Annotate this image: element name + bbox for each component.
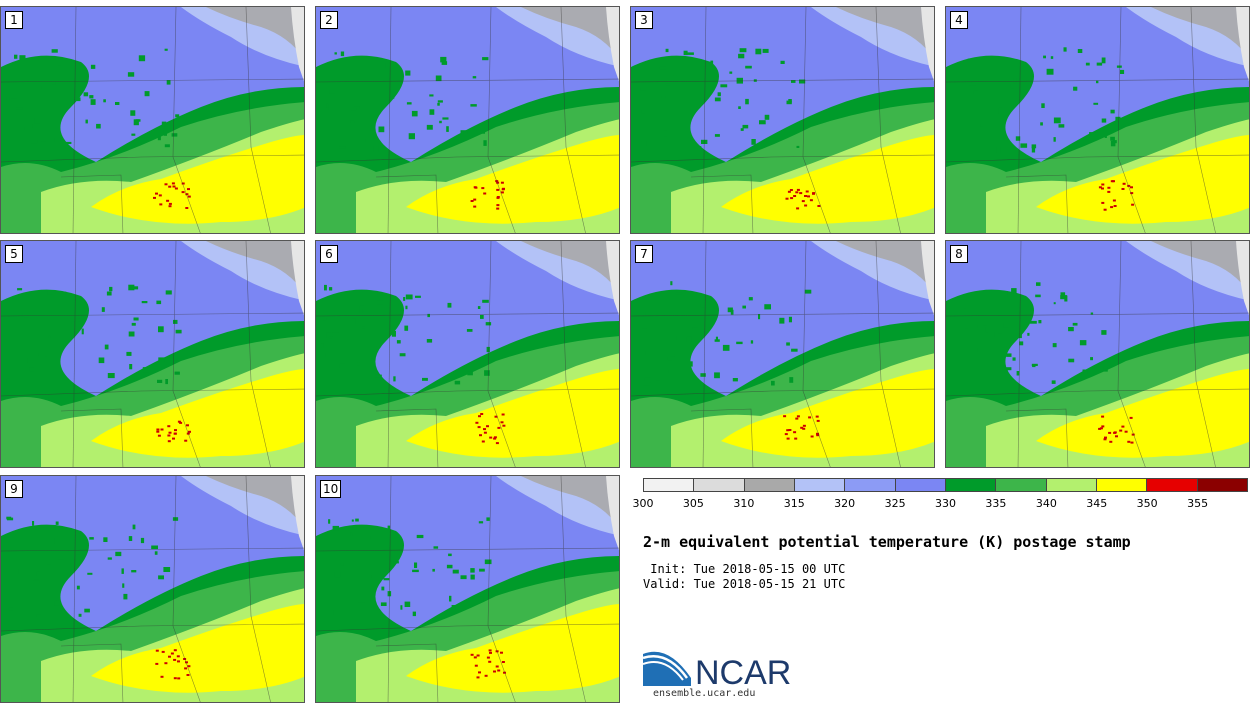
member-number-label: 2 [320, 11, 338, 29]
colorbar-tick-label: 300 [632, 497, 654, 510]
member-number-label: 4 [950, 11, 968, 29]
colorbar-segment [644, 479, 695, 491]
postage-stamp-map: 2 [315, 6, 620, 234]
colorbar-tick-label: 335 [985, 497, 1007, 510]
colorbar-tick-label: 305 [682, 497, 704, 510]
colorbar-tick-label: 315 [783, 497, 805, 510]
postage-stamp-map: 5 [0, 240, 305, 468]
logo-url: ensemble.ucar.edu [653, 688, 756, 699]
member-number-label: 7 [635, 245, 653, 263]
member-number-label: 6 [320, 245, 338, 263]
colorbar-tick-label: 325 [884, 497, 906, 510]
colorbar-segment [945, 479, 997, 491]
colorbar-tick-label: 355 [1187, 497, 1209, 510]
colorbar-tick-label: 310 [733, 497, 755, 510]
logo-wordmark: NCAR [695, 654, 791, 692]
colorbar-segment [996, 479, 1047, 491]
member-number-label: 10 [320, 480, 342, 498]
postage-stamp-map: 4 [945, 6, 1250, 234]
member-number-label: 8 [950, 245, 968, 263]
colorbar-tick-label: 330 [935, 497, 956, 510]
colorbar-segment [1096, 479, 1148, 491]
valid-time: Valid: Tue 2018-05-15 21 UTC [643, 577, 846, 591]
colorbar-tick-label: 340 [1035, 497, 1057, 510]
member-number-label: 3 [635, 11, 653, 29]
member-number-label: 9 [5, 480, 23, 498]
postage-stamp-map: 8 [945, 240, 1250, 468]
colorbar-segment [895, 479, 946, 491]
colorbar-segment [794, 479, 846, 491]
postage-stamp-map: 6 [315, 240, 620, 468]
colorbar [643, 478, 1248, 492]
colorbar-tick-label: 345 [1086, 497, 1108, 510]
colorbar-segment [694, 479, 745, 491]
postage-stamp-map: 1 [0, 6, 305, 234]
member-number-label: 1 [5, 11, 23, 29]
postage-stamp-map: 3 [630, 6, 935, 234]
colorbar-segment [744, 479, 795, 491]
figure-title: 2-m equivalent potential temperature (K)… [643, 533, 1131, 551]
ncar-logo: NCAR [643, 651, 791, 692]
colorbar-segment [1147, 479, 1198, 491]
postage-stamp-map: 9 [0, 475, 305, 703]
colorbar-tick-label: 350 [1136, 497, 1158, 510]
postage-stamp-map: 10 [315, 475, 620, 703]
colorbar-segment [1197, 479, 1247, 491]
init-time: Init: Tue 2018-05-15 00 UTC [643, 562, 846, 576]
colorbar-tick-label: 320 [834, 497, 856, 510]
member-number-label: 5 [5, 245, 23, 263]
postage-stamp-map: 7 [630, 240, 935, 468]
colorbar-segment [845, 479, 896, 491]
colorbar-segment [1046, 479, 1097, 491]
